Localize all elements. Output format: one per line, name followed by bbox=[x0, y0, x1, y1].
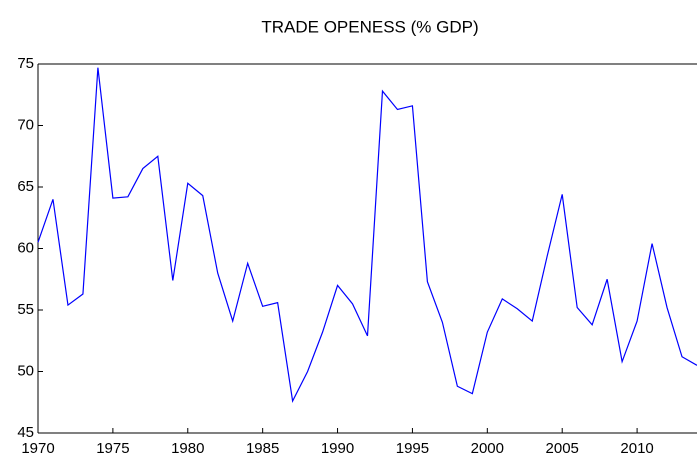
x-tick-label: 1980 bbox=[171, 440, 204, 457]
y-tick-label: 65 bbox=[17, 178, 34, 195]
x-tick-label: 1995 bbox=[396, 440, 429, 457]
chart-title: TRADE OPENESS (% GDP) bbox=[261, 17, 478, 36]
y-tick-label: 50 bbox=[17, 362, 34, 379]
x-tick-label: 2000 bbox=[471, 440, 504, 457]
x-tick-label: 2010 bbox=[620, 440, 653, 457]
y-tick-label: 70 bbox=[17, 116, 34, 133]
x-tick-label: 1990 bbox=[321, 440, 354, 457]
x-tick-label: 1985 bbox=[246, 440, 279, 457]
y-tick-label: 45 bbox=[17, 424, 34, 441]
y-tick-label: 60 bbox=[17, 239, 34, 256]
line-series bbox=[37, 67, 697, 403]
x-tick-label: 1975 bbox=[96, 440, 129, 457]
x-tick-label: 1970 bbox=[21, 440, 54, 457]
x-tick-label: 2005 bbox=[546, 440, 579, 457]
y-tick-label: 75 bbox=[17, 55, 34, 72]
y-tick-label: 55 bbox=[17, 301, 34, 318]
